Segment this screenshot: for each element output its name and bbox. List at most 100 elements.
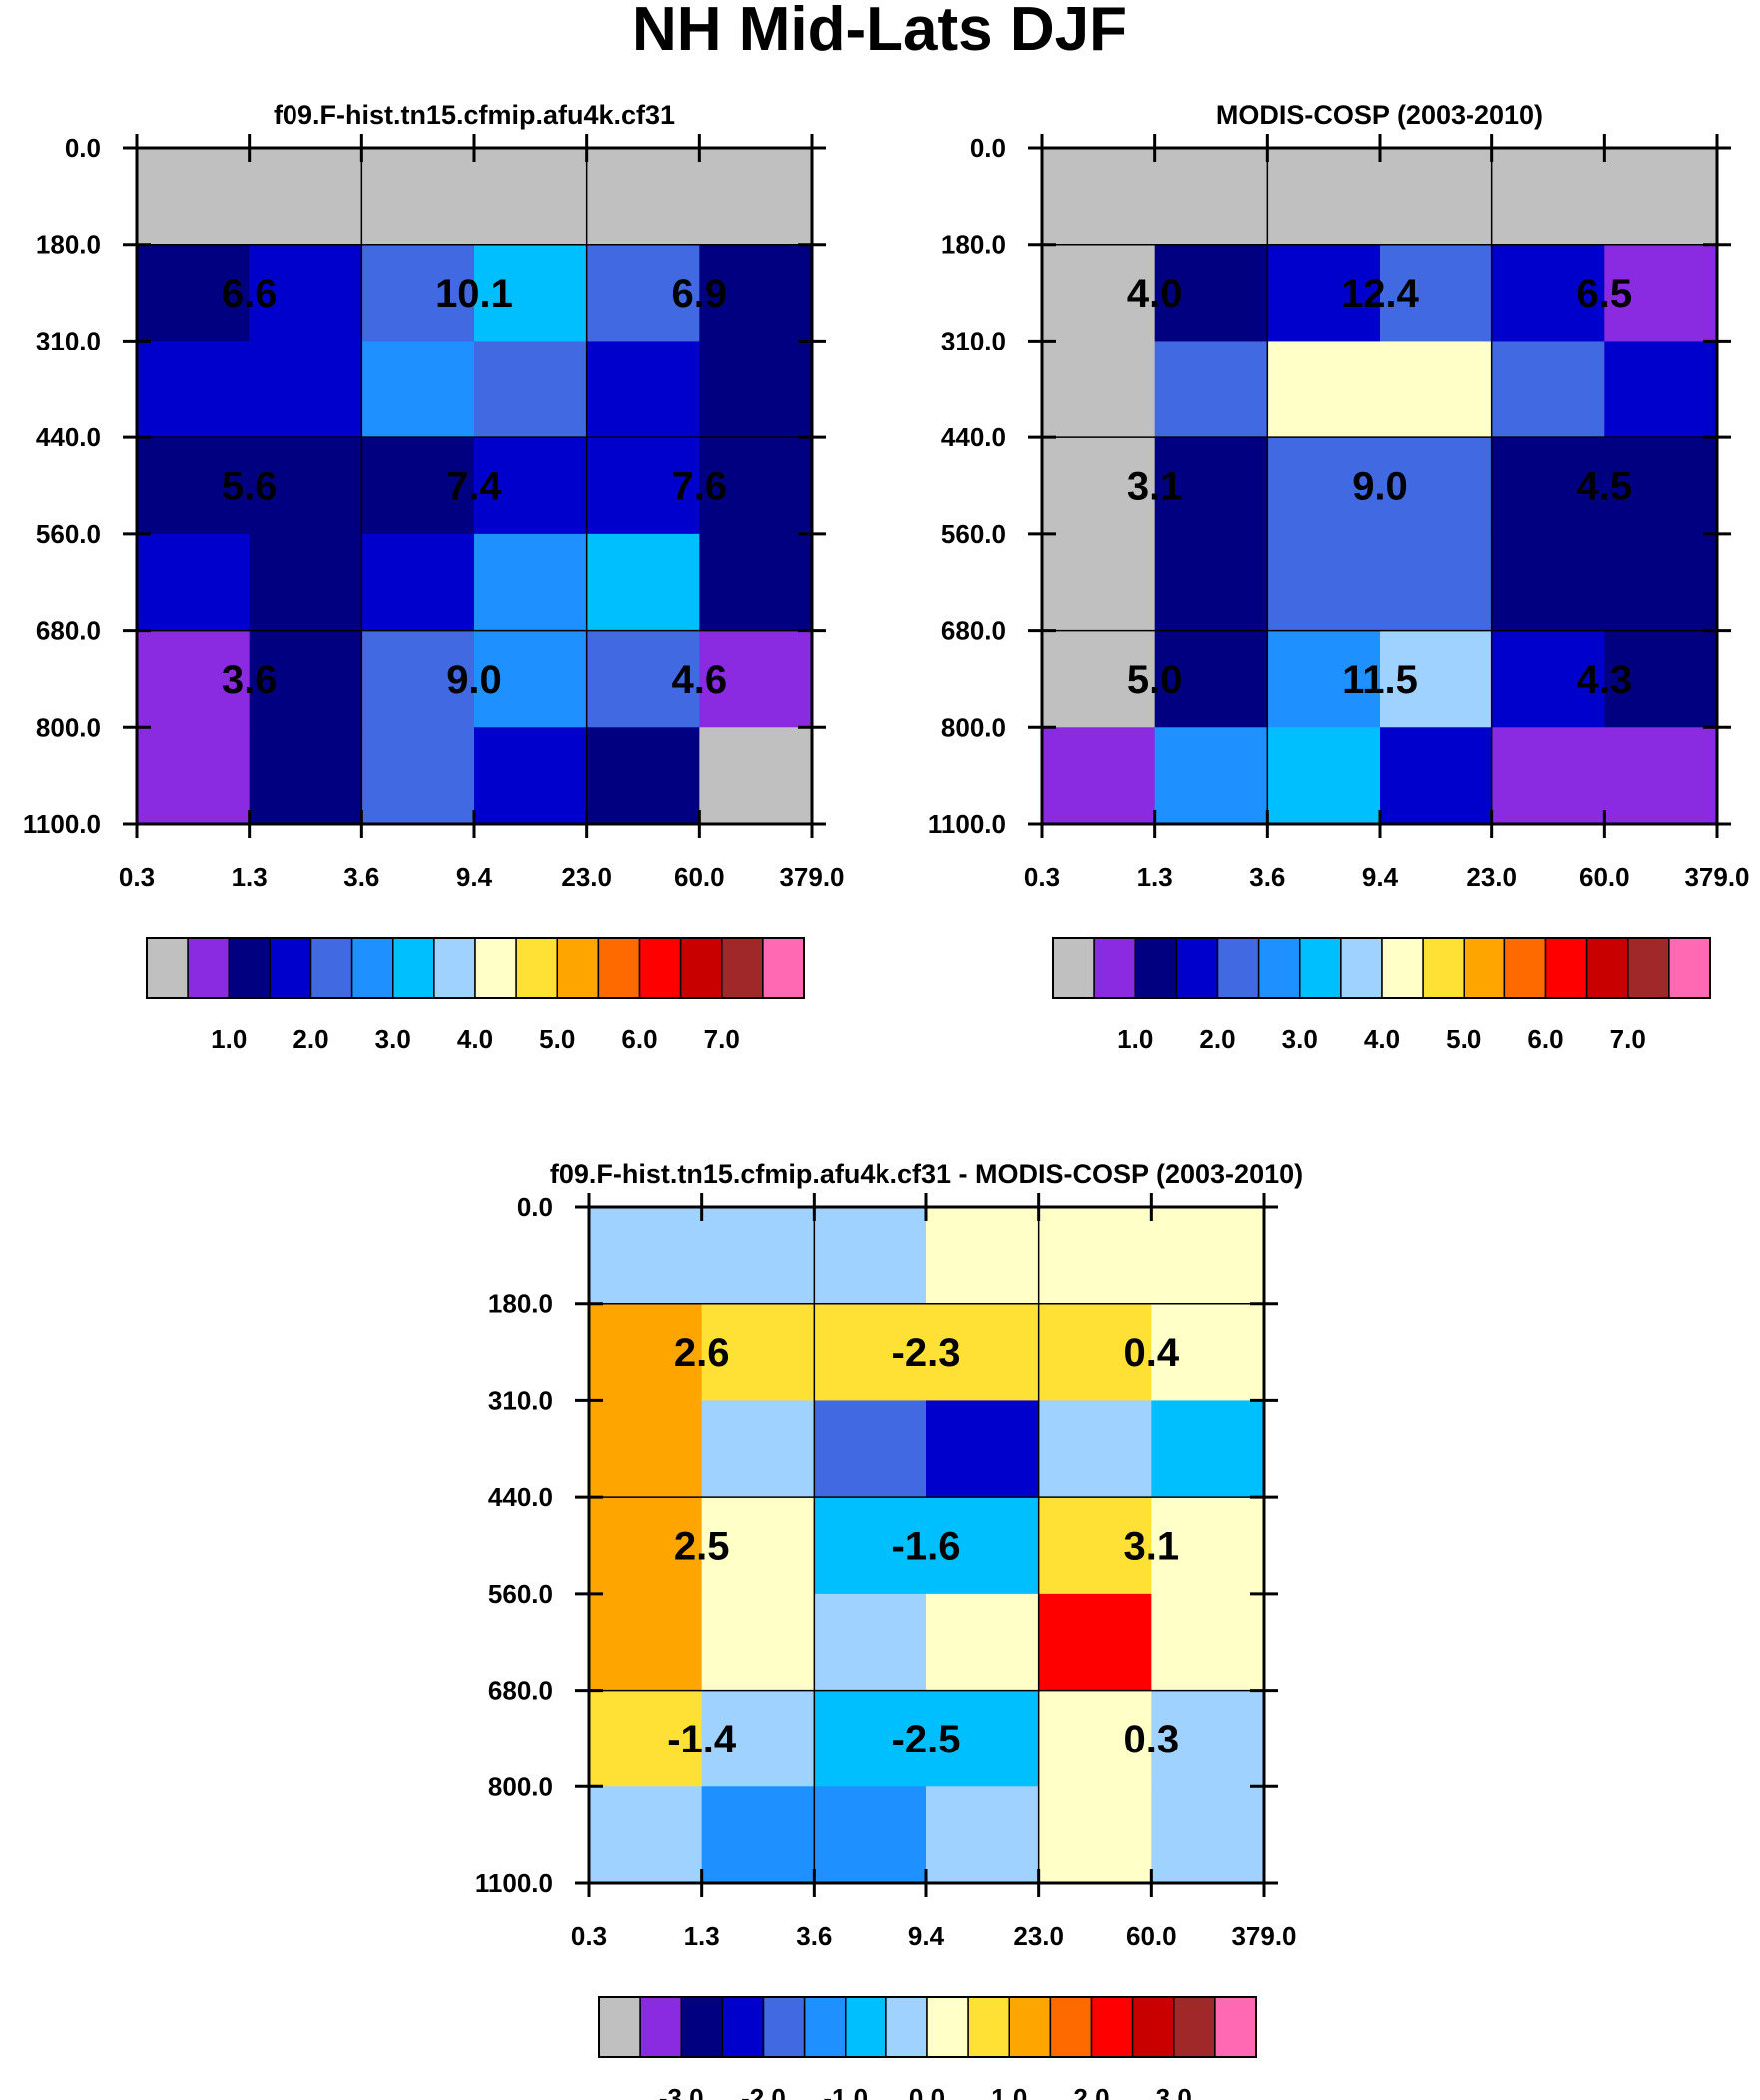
heatmap-cell	[1380, 630, 1493, 728]
heatmap-cell	[586, 437, 700, 535]
x-tick-label: 60.0	[1579, 862, 1630, 892]
y-tick-label: 180.0	[36, 230, 101, 260]
colorbar-label: 4.0	[457, 1024, 493, 1053]
heatmap-cell	[589, 1497, 703, 1595]
x-tick-label: 0.3	[571, 1921, 607, 1951]
heatmap-cell	[589, 1690, 703, 1787]
box-value-label: 4.6	[672, 658, 728, 702]
colorbar-label: 3.0	[1282, 1024, 1318, 1053]
y-tick-label: 440.0	[488, 1482, 553, 1512]
y-tick-label: 680.0	[488, 1676, 553, 1706]
colorbar-swatch	[1503, 937, 1547, 999]
heatmap-cell	[1380, 727, 1493, 825]
colorbar-label: -1.0	[823, 2083, 868, 2100]
heatmap-cell	[701, 1303, 815, 1402]
colorbar-swatch	[1134, 937, 1178, 999]
heatmap-cell	[814, 1303, 927, 1402]
heatmap-cell	[926, 1497, 1040, 1595]
y-tick-label: 680.0	[36, 616, 101, 646]
heatmap-cell	[1154, 437, 1268, 535]
heatmap-cell	[926, 1400, 1040, 1498]
heatmap-cell	[1267, 533, 1381, 632]
heatmap-cell	[1151, 1400, 1265, 1498]
heatmap-cell	[701, 1497, 815, 1595]
heatmap-cell	[814, 1690, 927, 1787]
heatmap-cell	[1042, 341, 1156, 438]
heatmap-cell	[1154, 341, 1268, 438]
heatmap-cell	[814, 1497, 927, 1595]
heatmap-cell	[1151, 1593, 1265, 1692]
heatmap-cell	[699, 630, 813, 728]
colorbar-swatch	[1008, 1996, 1052, 2058]
y-tick-label: 1100.0	[23, 809, 101, 839]
colorbar-swatch	[1173, 1996, 1216, 2058]
colorbar-swatch	[1463, 937, 1506, 999]
colorbar-swatch	[926, 1996, 969, 2058]
heatmap-cell	[699, 437, 813, 535]
colorbar-swatch	[1214, 1996, 1257, 2058]
heatmap-cell	[1042, 727, 1156, 825]
heatmap-cell	[586, 630, 700, 728]
x-tick-label: 1.3	[1137, 862, 1173, 892]
colorbar-swatch	[1299, 937, 1342, 999]
colorbar-label: 1.0	[991, 2083, 1027, 2100]
heatmap-cell	[1604, 630, 1718, 728]
heatmap-cell	[1038, 1400, 1152, 1498]
y-tick-label: 180.0	[941, 230, 1006, 260]
heatmap-cell	[586, 244, 700, 343]
colorbar-swatch	[269, 937, 312, 999]
colorbar: -3.0 -2.0 -1.0 0.0 1.0 2.0 3.0	[598, 1996, 1257, 2100]
x-tick-label: 3.6	[343, 862, 379, 892]
y-tick-label: 440.0	[941, 422, 1006, 452]
x-tick-label: 9.4	[1362, 862, 1399, 892]
heatmap-cell	[1491, 341, 1605, 438]
colorbar-frame	[146, 937, 805, 999]
colorbar-swatch	[1544, 937, 1588, 999]
colorbar-label: 6.0	[1527, 1024, 1563, 1053]
colorbar-swatch	[1422, 937, 1465, 999]
heatmap-cell	[249, 533, 362, 632]
box-value-label: 11.5	[1342, 658, 1418, 702]
y-tick-label: 680.0	[941, 616, 1006, 646]
heatmap-cell	[474, 630, 588, 728]
colorbar-swatch	[1627, 937, 1670, 999]
heatmap-cell	[1154, 630, 1268, 728]
colorbar-swatch	[1668, 937, 1711, 999]
heatmap-cell	[1491, 630, 1605, 728]
box-value-label: 0.4	[1124, 1331, 1180, 1375]
heatmap-cell	[1042, 437, 1156, 535]
colorbar-swatch	[1093, 937, 1136, 999]
heatmap-cell	[1380, 341, 1493, 438]
heatmap-panel-1: f09.F-hist.tn15.cfmip.afu4k.cf31 0.0 180.0…	[23, 100, 845, 1053]
colorbar-swatch	[639, 1996, 682, 2058]
colorbar-label: 2.0	[1073, 2083, 1109, 2100]
heatmap-cell	[474, 437, 588, 535]
x-tick-label: 0.3	[1024, 862, 1060, 892]
heatmap-cell	[1267, 727, 1381, 825]
box-value-label: 7.4	[446, 465, 502, 509]
colorbar-swatch	[392, 937, 435, 999]
x-tick-label: 3.6	[1249, 862, 1285, 892]
box-value-label: 6.5	[1577, 272, 1633, 316]
y-tick-label: 560.0	[941, 519, 1006, 549]
heatmap-cell	[1491, 244, 1605, 343]
heatmap-cell	[1042, 244, 1156, 343]
heatmap-cell	[926, 1786, 1040, 1884]
heatmap-cell	[926, 1303, 1040, 1402]
heatmap-cell	[249, 727, 362, 825]
heatmap-cell	[137, 341, 251, 438]
colorbar-swatch	[803, 1996, 847, 2058]
heatmap-cell	[1604, 533, 1718, 632]
colorbar-label: -2.0	[741, 2083, 786, 2100]
heatmap-cell	[699, 533, 813, 632]
heatmap-cell	[586, 341, 700, 438]
colorbar-swatch	[1052, 937, 1095, 999]
y-tick-label: 310.0	[488, 1385, 553, 1415]
heatmap-cell	[699, 148, 813, 246]
heatmap-cell	[137, 148, 251, 246]
colorbar-label: 3.0	[375, 1024, 411, 1053]
heatmap-cell	[361, 437, 475, 535]
heatmap-cell	[1154, 148, 1268, 246]
heatmap-cell	[1151, 1303, 1265, 1402]
